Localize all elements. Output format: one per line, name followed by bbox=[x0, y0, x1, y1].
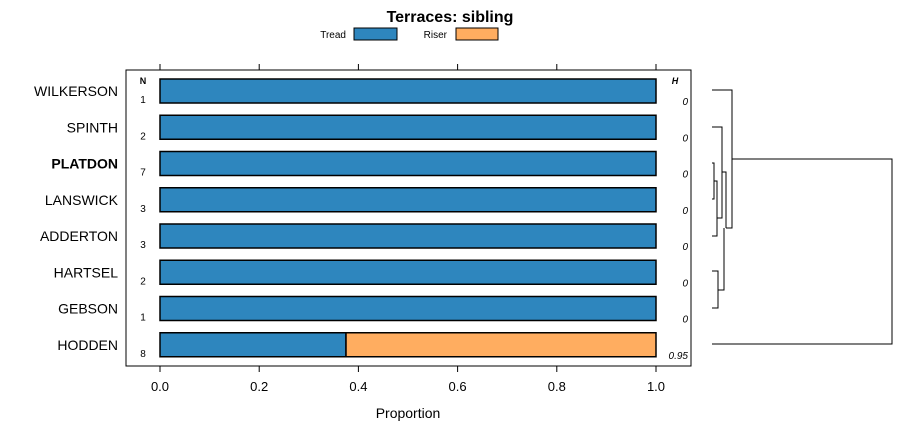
h-value: 0 bbox=[682, 170, 688, 181]
x-axis-label: Proportion bbox=[376, 405, 441, 421]
dendrogram-branch-4 bbox=[712, 181, 715, 200]
category-label: PLATDON bbox=[51, 156, 118, 172]
legend: Tread Riser bbox=[320, 27, 499, 41]
x-tick-label: 0.0 bbox=[151, 379, 169, 394]
bar-segment-tread bbox=[159, 223, 657, 249]
dendrogram-branch-12 bbox=[726, 122, 733, 229]
h-value: 0 bbox=[682, 206, 688, 217]
n-value: 2 bbox=[140, 276, 146, 287]
dendrogram-branch-3 bbox=[712, 162, 715, 181]
h-column-header: H bbox=[672, 76, 679, 86]
h-value: 0 bbox=[682, 315, 688, 326]
dendrogram-branch-11 bbox=[718, 228, 725, 291]
bar-segment-tread bbox=[159, 150, 657, 177]
n-value: 3 bbox=[140, 240, 146, 251]
category-label: LANSWICK bbox=[45, 192, 119, 208]
chart-title: Terraces: sibling bbox=[387, 9, 514, 26]
dendrogram-branch-9 bbox=[712, 270, 719, 290]
n-value: 8 bbox=[140, 349, 146, 360]
x-tick-label: 0.4 bbox=[349, 379, 367, 394]
bar-segment-tread bbox=[159, 295, 657, 322]
legend-label-tread: Tread bbox=[320, 30, 346, 41]
h-value: 0 bbox=[682, 133, 688, 144]
n-value: 7 bbox=[140, 168, 146, 179]
dendrogram-branch-1 bbox=[712, 89, 733, 122]
bar-segment-tread bbox=[159, 259, 657, 285]
n-value: 1 bbox=[140, 313, 146, 324]
dendrogram-branch-6 bbox=[712, 218, 718, 237]
n-value: 3 bbox=[140, 204, 146, 215]
category-label: HARTSEL bbox=[54, 264, 119, 280]
x-tick-label: 0.2 bbox=[250, 379, 268, 394]
legend-label-riser: Riser bbox=[424, 30, 448, 41]
bar-rows: WILKERSON 1 0 SPINTH 2 0 PLATDON 7 0 LANSWICK 3 0 AD… bbox=[34, 78, 689, 362]
n-value: 2 bbox=[140, 131, 146, 142]
x-tick-label: 1.0 bbox=[647, 379, 665, 394]
n-column-header: N bbox=[140, 76, 147, 86]
x-tick-label: 0.6 bbox=[449, 379, 467, 394]
bar-segment-riser bbox=[345, 332, 657, 358]
category-label: SPINTH bbox=[67, 119, 118, 135]
dendrogram-branch-7 bbox=[717, 172, 723, 219]
category-label: GEBSON bbox=[58, 301, 118, 317]
legend-swatch-tread bbox=[353, 27, 398, 41]
dendrogram-branch-10 bbox=[712, 290, 719, 309]
bar-segment-tread bbox=[159, 114, 657, 140]
x-tick-label: 0.8 bbox=[548, 379, 566, 394]
bar-segment-tread bbox=[159, 78, 657, 104]
dendrogram-branch-2 bbox=[712, 126, 723, 172]
category-label: ADDERTON bbox=[40, 228, 118, 244]
category-label: WILKERSON bbox=[34, 83, 118, 99]
h-value: 0 bbox=[682, 278, 688, 289]
bar-segment-tread bbox=[159, 332, 347, 358]
h-value: 0.95 bbox=[669, 351, 689, 362]
bar-segment-tread bbox=[159, 187, 657, 213]
dendrogram-branch-5 bbox=[714, 180, 718, 218]
dendrogram-branch-13 bbox=[712, 158, 893, 345]
dendrogram-branch-8 bbox=[722, 171, 727, 228]
category-label: HODDEN bbox=[57, 337, 118, 353]
x-axis: 0.0 0.2 0.4 0.6 0.8 1.0 bbox=[151, 64, 665, 394]
plot-frame bbox=[125, 69, 692, 367]
h-value: 0 bbox=[682, 97, 688, 108]
h-value: 0 bbox=[682, 242, 688, 253]
n-value: 1 bbox=[140, 95, 146, 106]
legend-swatch-riser bbox=[455, 27, 499, 41]
dendrogram bbox=[712, 89, 893, 345]
